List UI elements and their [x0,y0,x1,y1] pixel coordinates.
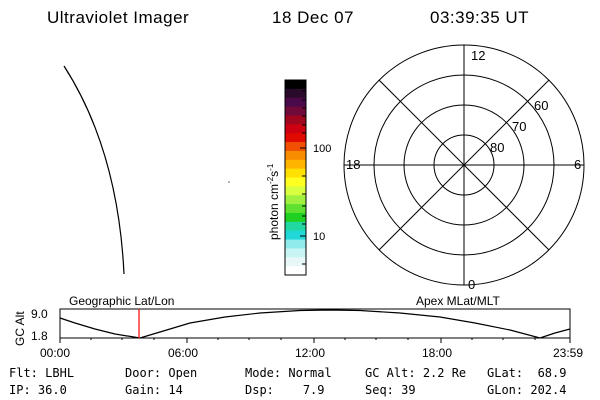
colorbar-band [285,230,306,241]
polar-diagonal-2 [378,79,550,251]
timeline-xtick-2359: 23:59 [553,346,583,360]
colorbar-band [285,80,306,90]
colorbar-band [285,150,306,161]
colorbar-band [285,142,306,152]
timeline-left-title: Geographic Lat/Lon [69,294,174,308]
status-door: Door: Open [125,366,198,380]
status-flt: Flt: LBHL [9,366,75,380]
mlt-label-12: 12 [471,48,485,63]
colorbar-band [285,266,306,276]
header-date: 18 Dec 07 [272,8,354,27]
timeline-xtick-0600: 06:00 [168,346,198,360]
colorbar-band [285,177,306,187]
colorbar-band [285,124,306,134]
timeline-ylabel: GC Alt [13,311,27,346]
timeline-right-title: Apex MLat/MLT [416,294,500,308]
image-speck [228,181,230,183]
lat-label-60: 60 [534,98,548,113]
colorbar-band [285,168,306,179]
mlt-label-18: 18 [346,157,360,172]
status-gc-alt: GC Alt: 2.2 Re [365,366,467,380]
colorbar-band [285,97,306,108]
colorbar-ticks [300,90,306,265]
colorbar-tick-10: 10 [313,231,325,243]
image-limb-arc [63,65,125,275]
status-gain: Gain: 14 [125,383,183,397]
header-time: 03:39:35 UT [430,8,530,27]
timeline-xtick-1200: 12:00 [295,346,325,360]
colorbar-band [285,257,306,267]
colorbar-band [285,133,306,143]
status-glon: GLon: 202.4 [487,383,567,397]
colorbar-band [285,106,306,117]
polar-dial [343,44,585,286]
status-mode: Mode: Normal [245,366,332,380]
colorbar-tick-100: 100 [313,143,331,155]
orbit-altitude-curve [59,309,571,339]
timeline-ytick-1-8: 1.8 [31,329,48,343]
colorbar-band [285,88,306,99]
lat-label-80: 80 [490,140,504,155]
status-glat: GLat: 68.9 [487,366,567,380]
colorbar-band [285,239,306,250]
colorbar-unit-label: photon cm-2s-1 [266,163,281,240]
instrument-title: Ultraviolet Imager [47,8,190,27]
mlt-label-6: 6 [574,157,581,172]
status-ip: IP: 36.0 [9,383,67,397]
timeline-ticks [59,338,571,343]
colorbar-band [285,186,306,196]
colorbar-band [285,212,306,223]
colorbar [285,80,306,276]
timeline-xtick-0000: 00:00 [40,346,70,360]
status-seq: Seq: 39 [365,383,416,397]
colorbar-band [285,159,306,170]
colorbar-band [285,221,306,232]
colorbar-band [285,204,306,214]
mlt-label-0: 0 [468,277,475,292]
timeline-ytick-9: 9.0 [31,307,48,321]
colorbar-band [285,248,306,258]
colorbar-band [285,195,306,205]
colorbar-frame [284,79,307,276]
lat-label-70: 70 [512,119,526,134]
colorbar-band [285,115,306,125]
timeline-frame [59,308,571,339]
timeline-xtick-1800: 18:00 [422,346,452,360]
status-dsp: Dsp: 7.9 [245,383,325,397]
